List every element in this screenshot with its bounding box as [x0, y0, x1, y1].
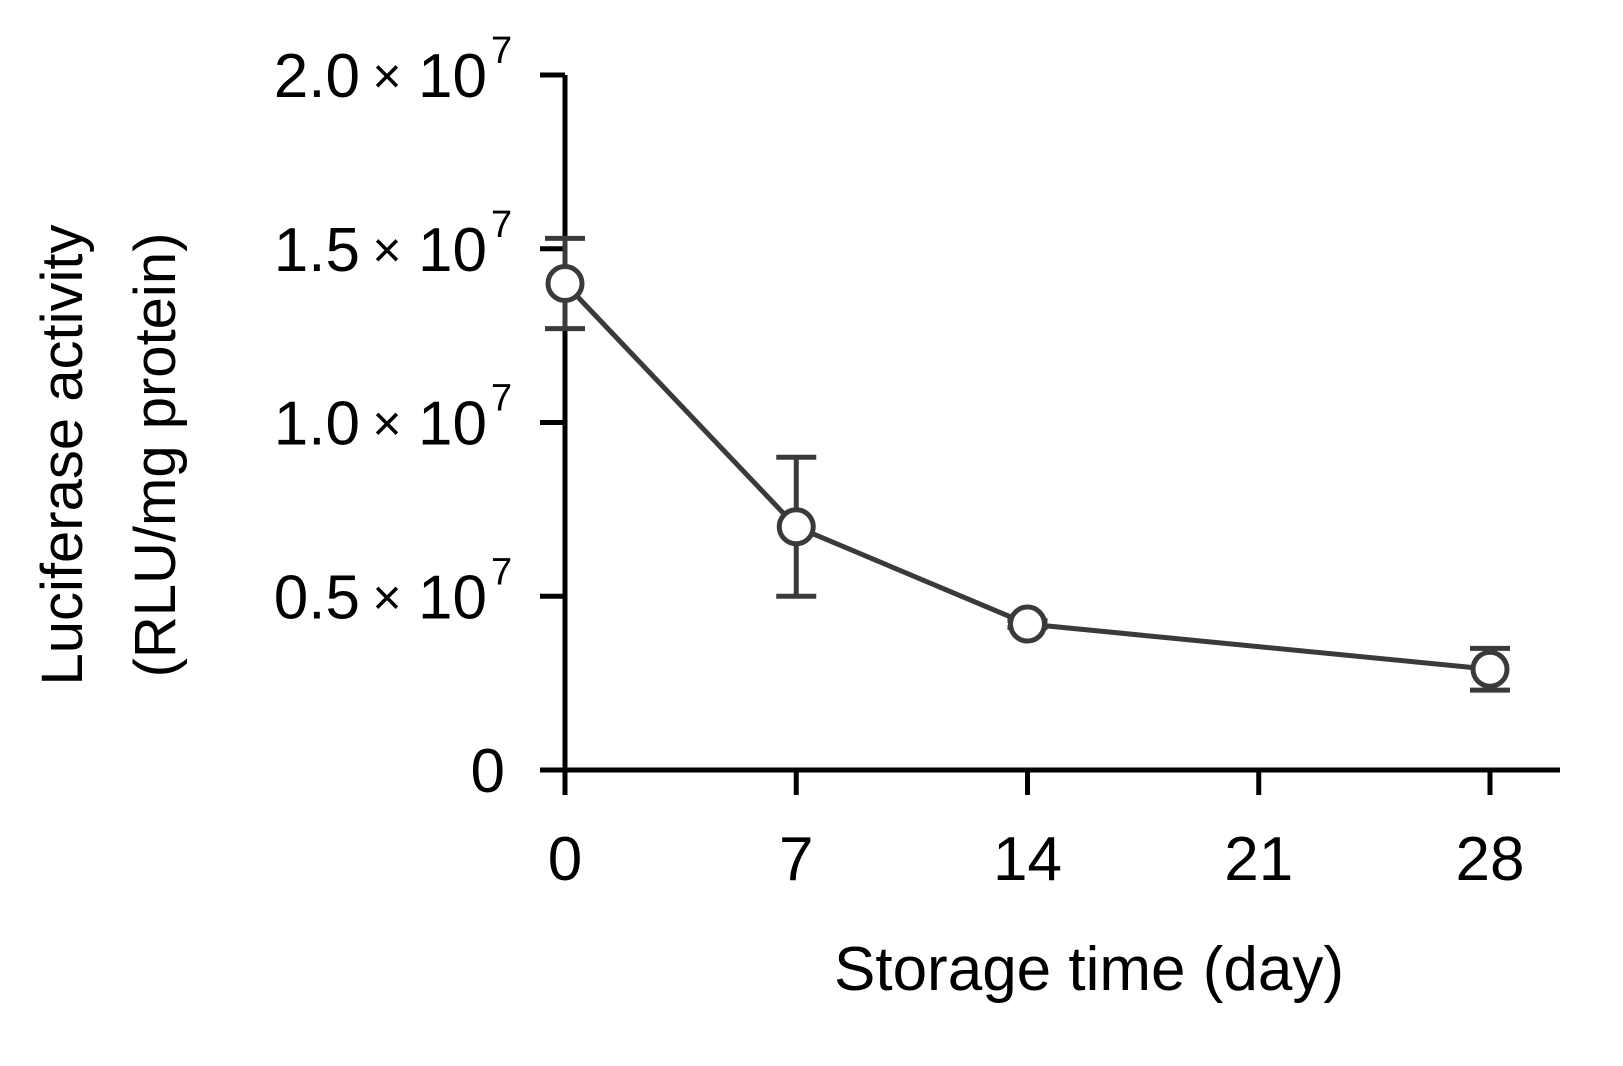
y-tick-label-times: ×	[372, 48, 401, 104]
series-line	[563, 281, 1491, 672]
y-tick-label-base: 10	[418, 216, 487, 285]
y-axis-title-line-1: Luciferase activity	[30, 225, 95, 686]
y-tick-label-mantissa: 1.0	[274, 390, 360, 459]
y-tick-label-times: ×	[372, 222, 401, 278]
x-axis-title: Storage time (day)	[834, 935, 1344, 1004]
y-tick-label-base: 10	[418, 390, 487, 459]
data-point	[1008, 604, 1047, 644]
y-tick-label-base: 10	[418, 563, 487, 632]
y-tick-label-times: ×	[372, 569, 401, 625]
plot-area	[545, 235, 1510, 693]
y-tick-label: 0	[471, 737, 505, 806]
y-tick-label-times: ×	[372, 396, 401, 452]
data-point	[545, 264, 585, 303]
x-tick-label: 21	[1224, 825, 1293, 894]
x-tick-label: 7	[779, 825, 813, 894]
y-tick-label-exponent: 7	[491, 551, 512, 593]
y-tick-label-mantissa: 0.5	[274, 563, 360, 632]
data-point	[776, 507, 816, 547]
y-tick-label-mantissa: 2.0	[274, 42, 360, 111]
y-axis: 00.5 × 10 71.0 × 10 71.5 × 10 72.0 × 10 7	[274, 30, 568, 806]
x-tick-label: 14	[993, 825, 1062, 894]
y-tick-label-base: 10	[418, 42, 487, 111]
y-tick-label-exponent: 7	[491, 30, 512, 72]
y-tick-label-exponent: 7	[491, 204, 512, 246]
y-axis-title-line-2: (RLU/mg protein)	[123, 233, 188, 678]
data-point	[1470, 649, 1510, 689]
y-tick-label-mantissa: 1.5	[274, 216, 360, 285]
x-tick-label: 28	[1456, 825, 1525, 894]
x-axis: 0 7 14 21 28	[540, 767, 1560, 894]
x-tick-label: 0	[548, 825, 582, 894]
y-tick-label-exponent: 7	[491, 378, 512, 420]
